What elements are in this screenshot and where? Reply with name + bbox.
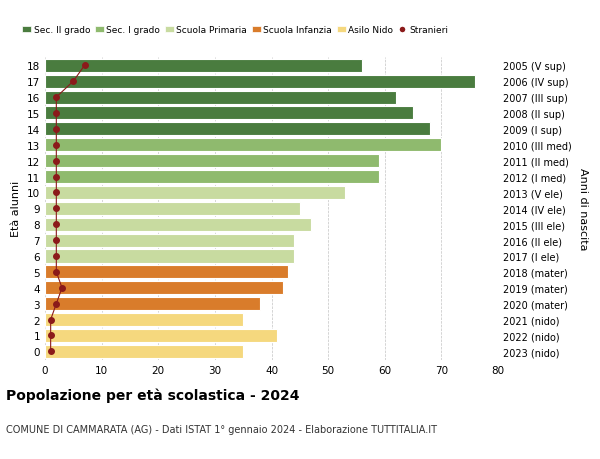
Bar (45, 313, 243, 326)
Bar (45, 139, 442, 152)
Bar (45, 155, 379, 168)
Bar (45, 345, 243, 358)
Bar (45, 60, 362, 73)
Bar (45, 297, 260, 310)
Legend: Sec. II grado, Sec. I grado, Scuola Primaria, Scuola Infanzia, Asilo Nido, Stran: Sec. II grado, Sec. I grado, Scuola Prim… (18, 22, 452, 39)
Bar (45, 123, 430, 136)
Y-axis label: Anni di nascita: Anni di nascita (578, 168, 588, 250)
Bar (45, 234, 294, 247)
Bar (45, 91, 396, 104)
Text: COMUNE DI CAMMARATA (AG) - Dati ISTAT 1° gennaio 2024 - Elaborazione TUTTITALIA.: COMUNE DI CAMMARATA (AG) - Dati ISTAT 1°… (6, 425, 437, 435)
Bar (45, 107, 413, 120)
Bar (45, 186, 345, 200)
Bar (45, 282, 283, 295)
Bar (45, 202, 300, 215)
Bar (45, 266, 289, 279)
Bar (45, 218, 311, 231)
Text: Popolazione per età scolastica - 2024: Popolazione per età scolastica - 2024 (6, 388, 299, 403)
Bar (45, 171, 379, 184)
Bar (45, 75, 475, 89)
Bar (45, 329, 277, 342)
Bar (45, 250, 294, 263)
Y-axis label: Età alunni: Età alunni (11, 181, 22, 237)
